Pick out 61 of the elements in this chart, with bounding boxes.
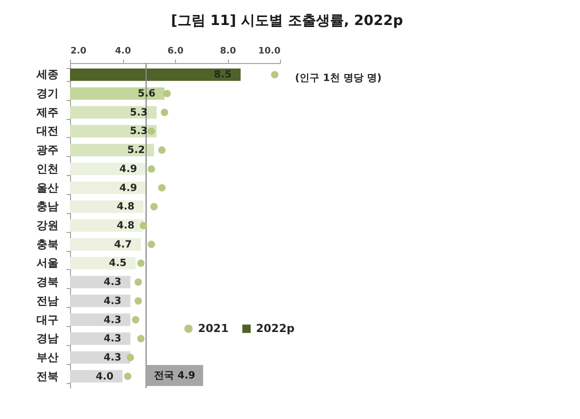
point xyxy=(134,278,142,286)
y-tick-label: 제주 xyxy=(36,106,58,119)
y-tick-label: 전남 xyxy=(36,294,58,308)
y-tick-label: 광주 xyxy=(36,144,58,157)
legend-label: 2022p xyxy=(256,322,295,335)
y-tick-label: 충북 xyxy=(36,238,58,251)
data-label: 8.5 xyxy=(214,70,232,81)
data-label: 4.7 xyxy=(114,239,132,250)
legend-label: 2021 xyxy=(198,322,229,335)
data-label: 5.3 xyxy=(130,107,148,118)
point xyxy=(124,372,132,380)
y-tick-label: 강원 xyxy=(36,219,58,232)
point xyxy=(158,146,166,154)
point xyxy=(137,260,145,267)
point xyxy=(150,202,158,210)
data-label: 4.3 xyxy=(104,314,122,326)
data-label: 4.3 xyxy=(104,334,122,345)
x-tick-label: 10.0 xyxy=(258,46,280,56)
x-tick-label: 8.0 xyxy=(220,46,236,56)
x-tick-label: 6.0 xyxy=(168,46,184,56)
data-label: 4.3 xyxy=(104,296,122,307)
chart-title: [그림 11] 시도별 조출생률, 2022p xyxy=(170,13,404,29)
ref-line-label: 전국 4.9 xyxy=(154,370,196,382)
data-label: 4.8 xyxy=(116,202,135,213)
y-tick-label: 경기 xyxy=(36,87,58,100)
y-tick-label: 전북 xyxy=(36,370,58,383)
point xyxy=(132,316,140,324)
y-tick-label: 대전 xyxy=(36,124,58,138)
point xyxy=(148,165,156,173)
data-label: 4.9 xyxy=(119,182,138,194)
x-tick-label: 2.0 xyxy=(70,46,86,56)
data-label: 4.8 xyxy=(116,220,135,232)
data-label: 4.9 xyxy=(119,164,138,175)
y-tick-label: 대구 xyxy=(36,313,58,326)
y-tick-label: 인천 xyxy=(36,162,58,176)
data-label: 4.5 xyxy=(108,258,127,270)
y-tick-label: 서울 xyxy=(36,256,58,270)
point xyxy=(126,354,134,362)
y-tick-label: 부산 xyxy=(36,350,58,364)
point xyxy=(134,297,142,305)
point xyxy=(148,240,156,248)
y-tick-label: 울산 xyxy=(36,181,58,194)
y-tick-label: 경북 xyxy=(36,276,58,289)
point xyxy=(137,334,145,342)
point xyxy=(158,184,166,192)
data-label: 5.2 xyxy=(127,145,146,156)
data-label: 4.3 xyxy=(104,352,122,364)
point xyxy=(163,90,171,98)
text: (인구 1천 명당 명) xyxy=(295,73,382,84)
y-tick-label: 충남 xyxy=(36,200,58,214)
point xyxy=(271,70,278,78)
y-tick-label: 경남 xyxy=(36,332,58,346)
point xyxy=(160,108,168,116)
point xyxy=(148,128,156,135)
point xyxy=(140,222,148,230)
x-tick-label: 4.0 xyxy=(115,46,131,56)
data-label: 5.3 xyxy=(130,126,148,138)
data-label: 4.0 xyxy=(96,371,114,382)
data-label: 4.3 xyxy=(104,277,122,288)
y-tick-label: 세종 xyxy=(36,68,58,82)
data-label: 5.6 xyxy=(138,88,156,100)
